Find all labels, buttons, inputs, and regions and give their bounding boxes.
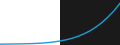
Bar xyxy=(60,0,120,45)
Bar xyxy=(0,0,60,45)
